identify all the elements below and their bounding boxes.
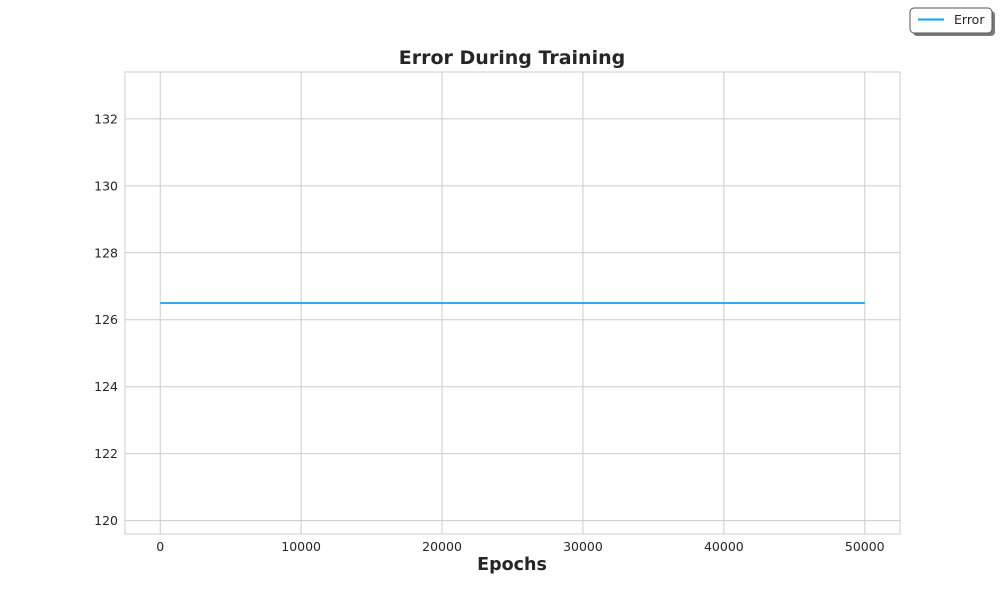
- x-tick-label: 20000: [422, 539, 462, 554]
- y-tick-label: 124: [94, 379, 118, 394]
- y-tick-label: 126: [94, 312, 118, 327]
- plot-frame: [124, 71, 901, 535]
- y-tick-label: 132: [94, 111, 118, 126]
- y-gridlines: [125, 118, 900, 522]
- legend-label-error: Error: [954, 12, 985, 27]
- x-tick-label: 10000: [281, 539, 321, 554]
- x-tick-label: 40000: [704, 539, 744, 554]
- x-tick-label: 50000: [845, 539, 885, 554]
- legend: Error: [909, 7, 995, 36]
- x-tick-label: 30000: [563, 539, 603, 554]
- legend-box: [909, 7, 993, 34]
- x-axis-label: Epochs: [477, 555, 547, 575]
- y-tick-labels: 120 122 124 126 128 130 132: [94, 111, 118, 528]
- x-tick-labels: 0 10000 20000 30000 40000 50000: [156, 539, 884, 554]
- y-tick-label: 128: [94, 245, 118, 260]
- y-tick-label: 130: [94, 178, 118, 193]
- y-tick-label: 122: [94, 446, 118, 461]
- x-tick-label: 0: [156, 539, 164, 554]
- y-tick-label: 120: [94, 513, 118, 528]
- chart-title: Error During Training: [399, 47, 625, 69]
